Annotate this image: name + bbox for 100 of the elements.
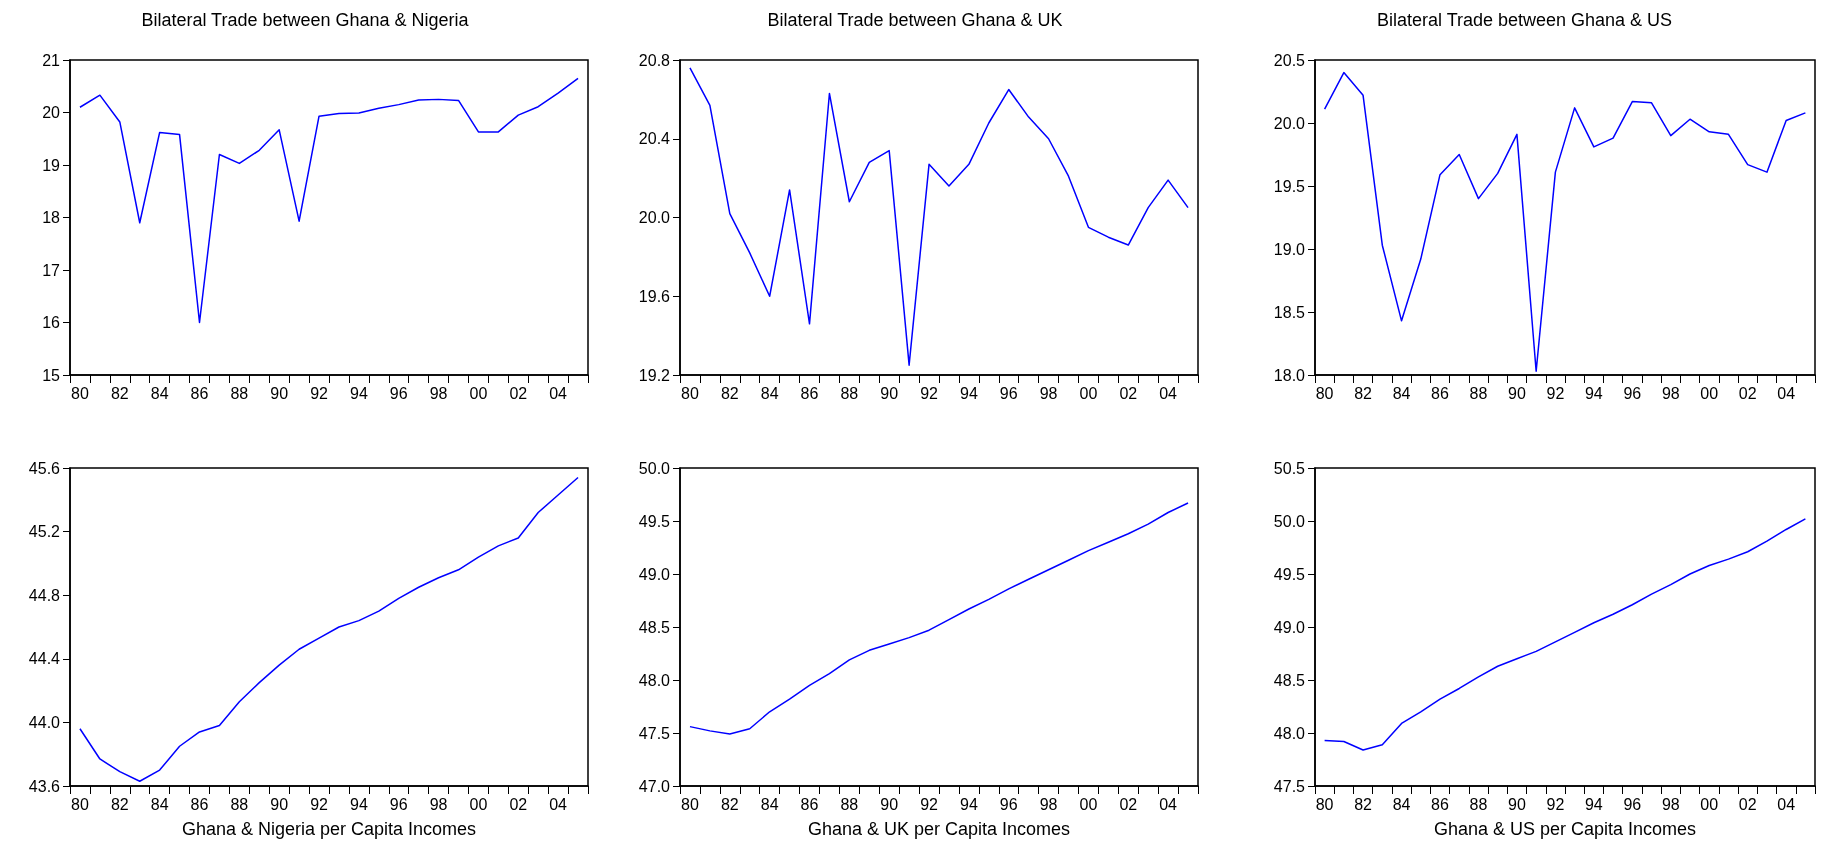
chart-title: Bilateral Trade between Ghana & Nigeria	[141, 10, 470, 30]
line-series	[1323, 71, 1807, 372]
x-tick-label: 82	[110, 384, 129, 402]
x-tick-label: 04	[1777, 384, 1796, 402]
x-tick-label: 88	[230, 384, 249, 402]
x-tick-label: 86	[800, 795, 819, 813]
x-tick-label: 80	[681, 384, 699, 402]
x-tick-label: 04	[549, 384, 568, 402]
x-tick-label: 90	[880, 384, 899, 402]
y-tick-label: 20.5	[1273, 51, 1306, 69]
y-tick-label: 20.0	[638, 209, 671, 226]
y-tick-label: 19.5	[1273, 177, 1306, 195]
y-tick-label: 49.5	[638, 512, 671, 530]
x-tick-label: 92	[310, 795, 329, 813]
chart-title: Bilateral Trade between Ghana & UK	[767, 10, 1063, 30]
x-tick-label: 96	[1623, 384, 1642, 402]
x-tick-label: 96	[999, 795, 1018, 813]
x-tick-label: 02	[1738, 384, 1757, 402]
line-series	[79, 77, 579, 324]
x-tick-label: 82	[1354, 384, 1373, 402]
y-tick-label: 19.6	[638, 287, 671, 305]
x-tick-label: 92	[920, 384, 939, 402]
y-tick-label: 17	[42, 261, 61, 279]
x-tick-label: 80	[1315, 795, 1334, 813]
y-tick-label: 45.6	[28, 459, 61, 477]
x-tick-label: 88	[230, 795, 249, 813]
y-tick-label: 19	[42, 156, 61, 174]
x-tick-label: 92	[310, 384, 329, 402]
x-tick-label: 98	[1661, 384, 1680, 402]
y-tick-label: 44.0	[28, 713, 61, 731]
x-axis-title: Ghana & Nigeria per Capita Incomes	[181, 819, 477, 839]
x-tick-label: 04	[1159, 384, 1178, 402]
x-tick-label: 90	[270, 384, 289, 402]
x-tick-label: 94	[959, 795, 978, 813]
y-tick-label: 45.2	[28, 523, 61, 541]
y-tick-label: 49.5	[1273, 565, 1306, 583]
x-tick-label: 86	[1431, 384, 1449, 402]
y-tick-label: 44.4	[28, 650, 61, 668]
y-tick-label: 44.8	[28, 586, 61, 604]
x-tick-label: 04	[549, 795, 568, 813]
y-tick-label: 50.0	[1273, 512, 1306, 530]
x-tick-label: 92	[1546, 795, 1565, 813]
x-tick-label: 90	[1508, 795, 1526, 813]
y-tick-label: 21	[42, 51, 61, 69]
x-tick-label: 84	[760, 795, 779, 813]
y-tick-label: 50.5	[1273, 459, 1306, 477]
x-tick-label: 98	[1661, 795, 1680, 813]
x-tick-label: 90	[270, 795, 289, 813]
x-tick-label: 00	[1700, 384, 1719, 402]
y-tick-label: 48.0	[1273, 724, 1306, 742]
x-axis-title: Ghana & US per Capita Incomes	[1433, 819, 1697, 839]
x-tick-label: 84	[150, 384, 169, 402]
x-tick-label: 92	[920, 795, 939, 813]
line-series	[689, 502, 1189, 735]
x-tick-label: 98	[429, 795, 448, 813]
x-tick-label: 86	[190, 795, 209, 813]
x-tick-label: 94	[349, 384, 368, 402]
x-tick-label: 86	[190, 384, 209, 402]
y-tick-label: 49.0	[638, 565, 671, 583]
y-tick-label: 47.0	[638, 777, 671, 795]
x-tick-label: 02	[1119, 384, 1138, 402]
x-tick-label: 82	[720, 384, 739, 402]
x-tick-label: 80	[71, 384, 89, 402]
x-tick-label: 96	[999, 384, 1018, 402]
x-tick-label: 00	[1700, 795, 1719, 813]
x-tick-label: 00	[469, 384, 488, 402]
y-tick-label: 18	[42, 209, 61, 226]
x-tick-label: 04	[1777, 795, 1796, 813]
x-tick-label: 84	[150, 795, 169, 813]
x-tick-label: 04	[1159, 795, 1178, 813]
x-tick-label: 00	[469, 795, 488, 813]
chart-title: Bilateral Trade between Ghana & US	[1376, 10, 1673, 30]
x-tick-label: 00	[1079, 384, 1098, 402]
line-series	[689, 67, 1189, 366]
x-tick-label: 92	[1546, 384, 1565, 402]
x-tick-label: 88	[840, 795, 859, 813]
y-tick-label: 20.0	[1273, 114, 1306, 132]
line-series	[1323, 518, 1807, 751]
y-tick-label: 20.8	[638, 51, 671, 69]
x-tick-label: 84	[760, 384, 779, 402]
x-tick-label: 98	[1039, 795, 1058, 813]
x-tick-label: 88	[1469, 795, 1488, 813]
x-tick-label: 82	[110, 795, 129, 813]
y-tick-label: 47.5	[1273, 777, 1306, 795]
y-tick-label: 20	[42, 104, 61, 121]
x-tick-label: 96	[1623, 795, 1642, 813]
x-tick-label: 82	[720, 795, 739, 813]
y-tick-label: 47.5	[638, 724, 671, 742]
x-axis-title: Ghana & UK per Capita Incomes	[807, 819, 1071, 839]
x-tick-label: 94	[1584, 384, 1603, 402]
x-tick-label: 84	[1392, 795, 1411, 813]
x-tick-label: 80	[71, 795, 89, 813]
x-tick-label: 94	[1584, 795, 1603, 813]
y-tick-label: 19.0	[1273, 240, 1306, 258]
line-series	[79, 476, 579, 782]
y-tick-label: 48.0	[638, 671, 671, 689]
y-tick-label: 18.0	[1273, 366, 1306, 384]
y-tick-label: 19.2	[638, 366, 671, 384]
x-tick-label: 02	[509, 384, 528, 402]
x-tick-label: 96	[389, 384, 408, 402]
